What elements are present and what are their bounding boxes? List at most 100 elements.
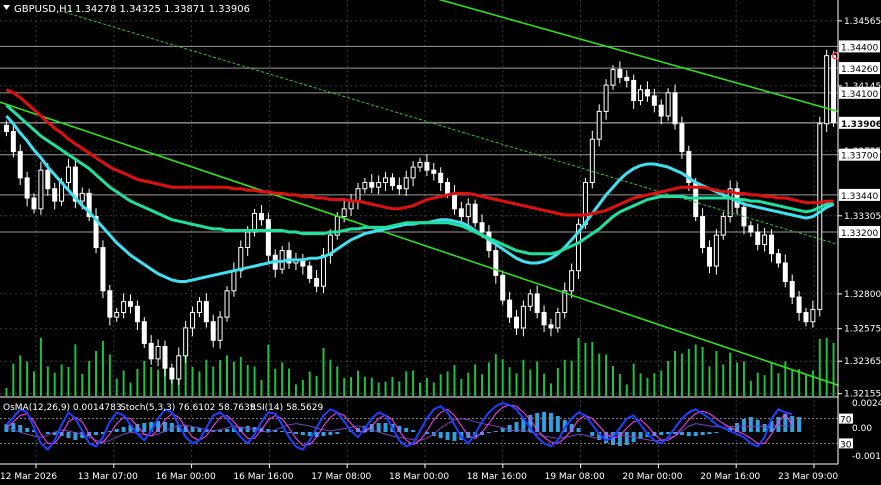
candle-body (569, 270, 575, 292)
candle-body (369, 182, 375, 188)
candle-body (52, 188, 58, 202)
price-level-box (839, 148, 880, 161)
candle-body (231, 270, 237, 292)
candle-body (134, 305, 140, 323)
candle-body (355, 188, 361, 202)
candle-body (541, 311, 547, 326)
osma-scale-label: 0.00 (852, 424, 872, 434)
candle-body (121, 301, 127, 313)
candle-body (438, 172, 444, 184)
candle-body (672, 92, 678, 125)
candle-body (321, 254, 327, 287)
candle-body (458, 208, 464, 218)
price-level-box (839, 188, 880, 201)
price-tick-label: 1.32155 (844, 390, 881, 400)
price-level-box (839, 86, 880, 99)
candle-body (203, 301, 209, 323)
time-label: 16 Mar 16:00 (233, 472, 293, 482)
candle-body (527, 293, 533, 307)
candle-body (3, 124, 9, 132)
candle-body (183, 327, 189, 357)
channel-upper-line (438, 0, 839, 113)
candle-body (431, 169, 437, 174)
candle-body (376, 182, 382, 188)
ohlc-header: 1.34278 1.34325 1.33871 1.33906 (75, 4, 250, 15)
candle-body (679, 123, 685, 153)
candle-body (238, 247, 244, 272)
candle-body (596, 110, 602, 140)
candle-body (513, 316, 519, 329)
ema-144-line (5, 104, 834, 256)
price-level-label: 1.33440 (841, 192, 878, 202)
candle-body (17, 151, 23, 179)
candle-body (107, 290, 113, 318)
time-label: 13 Mar 07:00 (78, 472, 138, 482)
price-level-label: 1.34400 (841, 43, 878, 53)
osma-header: OsMA(12,26,9) 0.0014783 (3, 403, 122, 413)
osma-scale-label: -0.00198 (852, 452, 881, 462)
candle-body (79, 192, 85, 202)
candle-body (582, 182, 588, 225)
candle-body (155, 346, 161, 360)
candle-body (196, 301, 202, 313)
time-label: 18 Mar 00:00 (389, 472, 449, 482)
candle-body (803, 311, 809, 323)
candle-body (86, 192, 92, 218)
candle-body (176, 355, 182, 380)
oscillator-panel (0, 402, 838, 452)
dropdown-arrow-icon[interactable] (3, 5, 10, 10)
candle-body (493, 250, 499, 276)
trendline-dashed (59, 10, 661, 193)
candle-body (810, 308, 816, 323)
stoch-header: Stoch(5,3,3) 76.6102 58.7635 (120, 403, 255, 413)
candle-body (686, 151, 692, 184)
candle-body (713, 234, 719, 267)
stoch-level-label: 30 (840, 440, 852, 450)
candle-body (465, 203, 471, 218)
candle-body (700, 216, 706, 248)
candle-body (796, 296, 802, 313)
candle-body (706, 247, 712, 267)
candle-body (755, 231, 761, 245)
price-level-box (839, 116, 880, 129)
candle-body (72, 166, 78, 202)
candle-body (727, 188, 733, 218)
time-label: 23 Mar 09:00 (778, 472, 838, 482)
candle-body (424, 161, 430, 171)
candle-body (555, 311, 561, 329)
price-tick-label: 1.32365 (844, 357, 881, 367)
candle-body (610, 69, 616, 86)
candle-body (190, 311, 196, 329)
price-level-box (839, 226, 880, 239)
stoch-level-box (839, 413, 853, 424)
candle-body (148, 342, 154, 360)
time-label: 19 Mar 08:00 (545, 472, 605, 482)
candle-body (472, 203, 478, 224)
candle-body (65, 166, 71, 184)
candle-body (169, 367, 175, 380)
candle-body (748, 225, 754, 233)
candle-body (507, 299, 513, 318)
channel-lower-line (0, 101, 839, 386)
price-level-box (839, 62, 880, 75)
candle-body (617, 69, 623, 78)
volume-histogram (5, 338, 835, 396)
candle-body (624, 76, 630, 81)
time-label: 17 Mar 08:00 (311, 472, 371, 482)
candle-body (638, 89, 644, 102)
candle-body (403, 177, 409, 190)
candle-body (769, 234, 775, 255)
candle-body (782, 262, 788, 283)
candle-body (45, 169, 51, 190)
candle-body (31, 197, 37, 210)
time-label: 16 Mar 00:00 (156, 472, 216, 482)
stoch-main-line (5, 402, 793, 452)
price-level-label: 1.33200 (841, 229, 878, 239)
candle-body (396, 185, 402, 190)
candle-body (576, 223, 582, 272)
time-label: 20 Mar 16:00 (700, 472, 760, 482)
